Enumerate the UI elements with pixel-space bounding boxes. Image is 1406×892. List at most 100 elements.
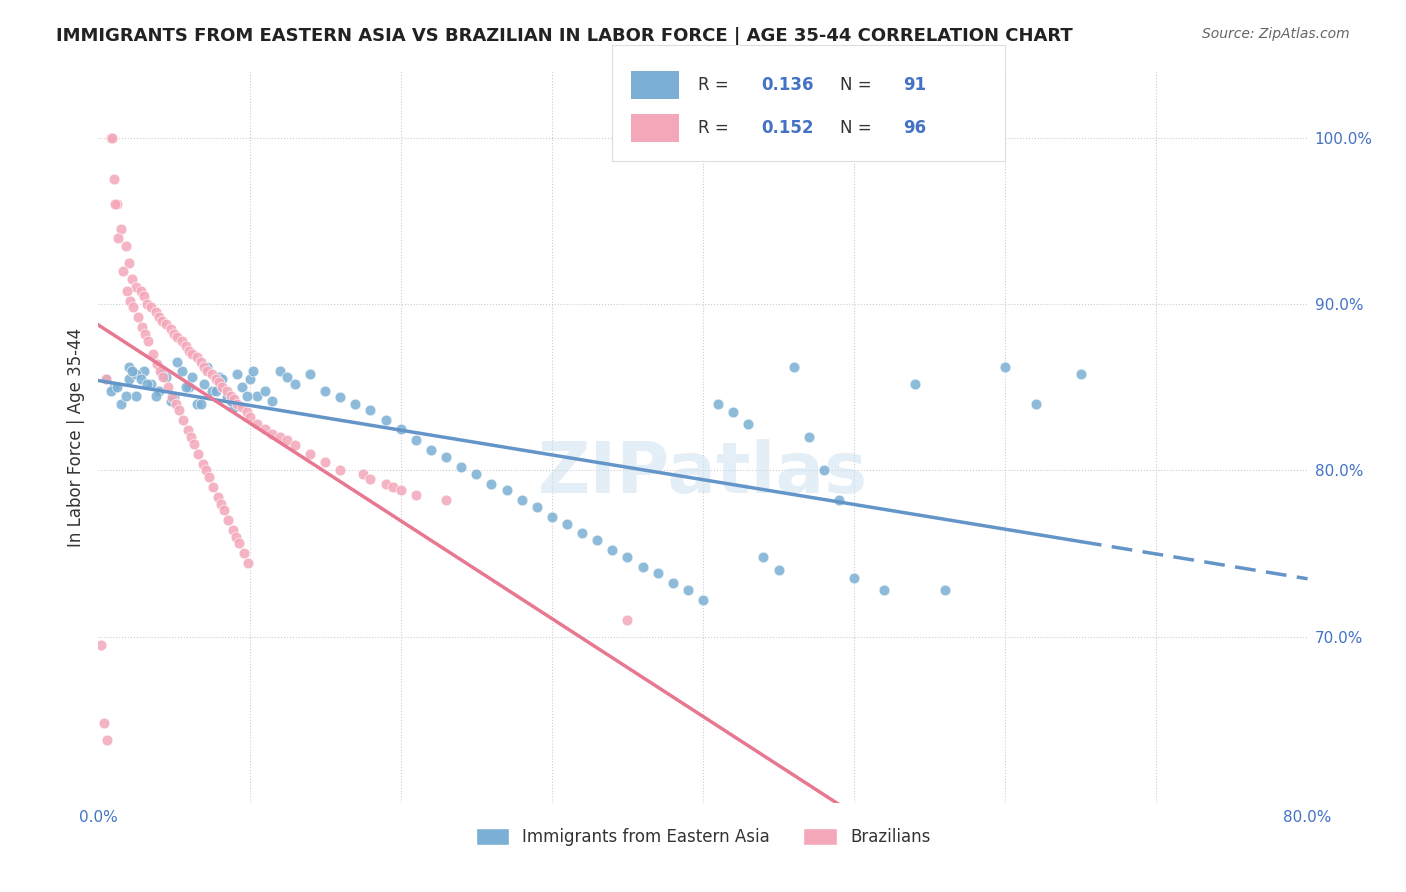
Point [96, 732, 118, 747]
Point [191, 457, 214, 471]
Point [246, 417, 269, 431]
Point [181, 347, 204, 361]
Point [239, 372, 262, 386]
Point [276, 370, 298, 384]
Point [163, 390, 186, 404]
Point [374, 413, 396, 427]
Point [107, 230, 129, 244]
Point [217, 513, 239, 527]
Point [180, 430, 202, 444]
Point [104, 197, 127, 211]
Point [828, 493, 851, 508]
Point [176, 424, 198, 438]
Point [125, 280, 148, 294]
Legend: Immigrants from Eastern Asia, Brazilians: Immigrants from Eastern Asia, Brazilians [470, 822, 936, 853]
Point [105, 380, 128, 394]
Point [193, 360, 215, 375]
Point [167, 403, 190, 417]
Point [276, 434, 298, 448]
Point [904, 376, 927, 391]
Point [382, 480, 405, 494]
Point [114, 388, 136, 402]
Point [797, 430, 820, 444]
Point [125, 388, 148, 402]
Point [115, 284, 138, 298]
Point [152, 370, 174, 384]
Point [195, 360, 218, 375]
Point [329, 463, 352, 477]
Point [450, 460, 472, 475]
Point [844, 571, 866, 585]
Point [481, 476, 503, 491]
FancyBboxPatch shape [631, 114, 679, 142]
Point [434, 493, 457, 508]
Point [723, 405, 745, 419]
Point [225, 530, 247, 544]
Point [405, 488, 427, 502]
Point [344, 397, 367, 411]
Point [165, 397, 187, 411]
Point [187, 447, 209, 461]
Point [707, 397, 730, 411]
Point [994, 360, 1017, 375]
Point [118, 255, 141, 269]
Point [183, 436, 205, 450]
Point [236, 557, 259, 571]
Point [226, 397, 249, 411]
Text: Source: ZipAtlas.com: Source: ZipAtlas.com [1202, 27, 1350, 41]
Point [131, 320, 153, 334]
Point [103, 172, 125, 186]
Point [510, 493, 533, 508]
Point [226, 367, 249, 381]
Point [129, 284, 152, 298]
Point [201, 367, 224, 381]
Point [93, 716, 115, 731]
Point [360, 472, 382, 486]
Point [224, 392, 246, 406]
Point [221, 388, 243, 402]
Point [146, 357, 169, 371]
Point [132, 289, 155, 303]
Point [242, 363, 264, 377]
Point [231, 380, 253, 394]
Point [405, 434, 427, 448]
Point [202, 480, 225, 494]
Point [208, 370, 231, 384]
Point [235, 388, 257, 402]
Point [129, 372, 152, 386]
Point [616, 613, 638, 627]
Point [145, 305, 167, 319]
Point [150, 314, 173, 328]
Point [148, 310, 170, 325]
Point [329, 390, 352, 404]
Point [94, 372, 117, 386]
Point [752, 549, 775, 564]
Point [135, 297, 157, 311]
Point [692, 593, 714, 607]
Point [94, 372, 117, 386]
Point [526, 500, 548, 514]
Point [253, 422, 276, 436]
Point [209, 497, 232, 511]
Point [190, 397, 212, 411]
Point [121, 363, 143, 377]
Point [100, 384, 122, 398]
Text: 0.136: 0.136 [761, 76, 814, 95]
Point [231, 400, 253, 414]
Point [141, 376, 163, 391]
Point [121, 272, 143, 286]
Point [465, 467, 488, 481]
Point [160, 393, 183, 408]
Point [101, 131, 124, 145]
Point [110, 397, 132, 411]
Point [253, 384, 276, 398]
Point [314, 384, 336, 398]
Point [212, 503, 235, 517]
Point [179, 343, 201, 358]
Text: N =: N = [839, 120, 877, 137]
Point [118, 360, 141, 375]
Point [235, 405, 257, 419]
Point [737, 417, 759, 431]
Point [389, 422, 412, 436]
Point [190, 355, 212, 369]
